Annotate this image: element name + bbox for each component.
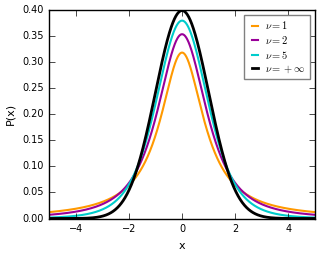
$\nu=5$: [47, 216, 51, 219]
$\nu=+\infty$: [155, 85, 159, 88]
$\nu=1$: [74, 207, 78, 210]
$\nu=+\infty$: [47, 217, 51, 220]
$\nu=1$: [47, 211, 51, 214]
$\nu=2$: [260, 202, 263, 206]
Line: $\nu=1$: $\nu=1$: [49, 52, 315, 212]
$\nu=2$: [164, 73, 168, 76]
Line: $\nu=+\infty$: $\nu=+\infty$: [49, 10, 315, 219]
$\nu=2$: [155, 112, 159, 115]
$\nu=5$: [260, 208, 263, 211]
Line: $\nu=2$: $\nu=2$: [49, 34, 315, 215]
$\nu=5$: [255, 205, 259, 208]
$\nu=+\infty$: [255, 213, 259, 216]
$\nu=+\infty$: [164, 43, 168, 46]
$\nu=2$: [180, 33, 184, 36]
X-axis label: x: x: [179, 241, 185, 251]
$\nu=1$: [255, 198, 259, 201]
$\nu=+\infty$: [230, 181, 234, 184]
Legend: $\nu=1$, $\nu=2$, $\nu=5$, $\nu=+\infty$: $\nu=1$, $\nu=2$, $\nu=5$, $\nu=+\infty$: [244, 15, 310, 79]
$\nu=1$: [230, 180, 234, 183]
$\nu=1$: [180, 51, 184, 54]
$\nu=+\infty$: [313, 217, 317, 220]
$\nu=2$: [255, 200, 259, 203]
$\nu=1$: [313, 211, 317, 214]
Line: $\nu=5$: $\nu=5$: [49, 21, 315, 218]
$\nu=2$: [313, 213, 317, 216]
$\nu=+\infty$: [74, 217, 78, 220]
$\nu=5$: [74, 214, 78, 217]
$\nu=+\infty$: [260, 215, 263, 218]
$\nu=5$: [180, 19, 184, 22]
Y-axis label: P(x): P(x): [5, 103, 15, 125]
$\nu=+\infty$: [180, 9, 184, 12]
$\nu=1$: [155, 130, 159, 133]
$\nu=5$: [164, 56, 168, 59]
$\nu=2$: [230, 177, 234, 180]
$\nu=2$: [74, 210, 78, 213]
$\nu=1$: [164, 94, 168, 98]
$\nu=1$: [260, 200, 263, 203]
$\nu=5$: [155, 97, 159, 100]
$\nu=2$: [47, 213, 51, 216]
$\nu=5$: [230, 177, 234, 180]
$\nu=5$: [313, 216, 317, 219]
